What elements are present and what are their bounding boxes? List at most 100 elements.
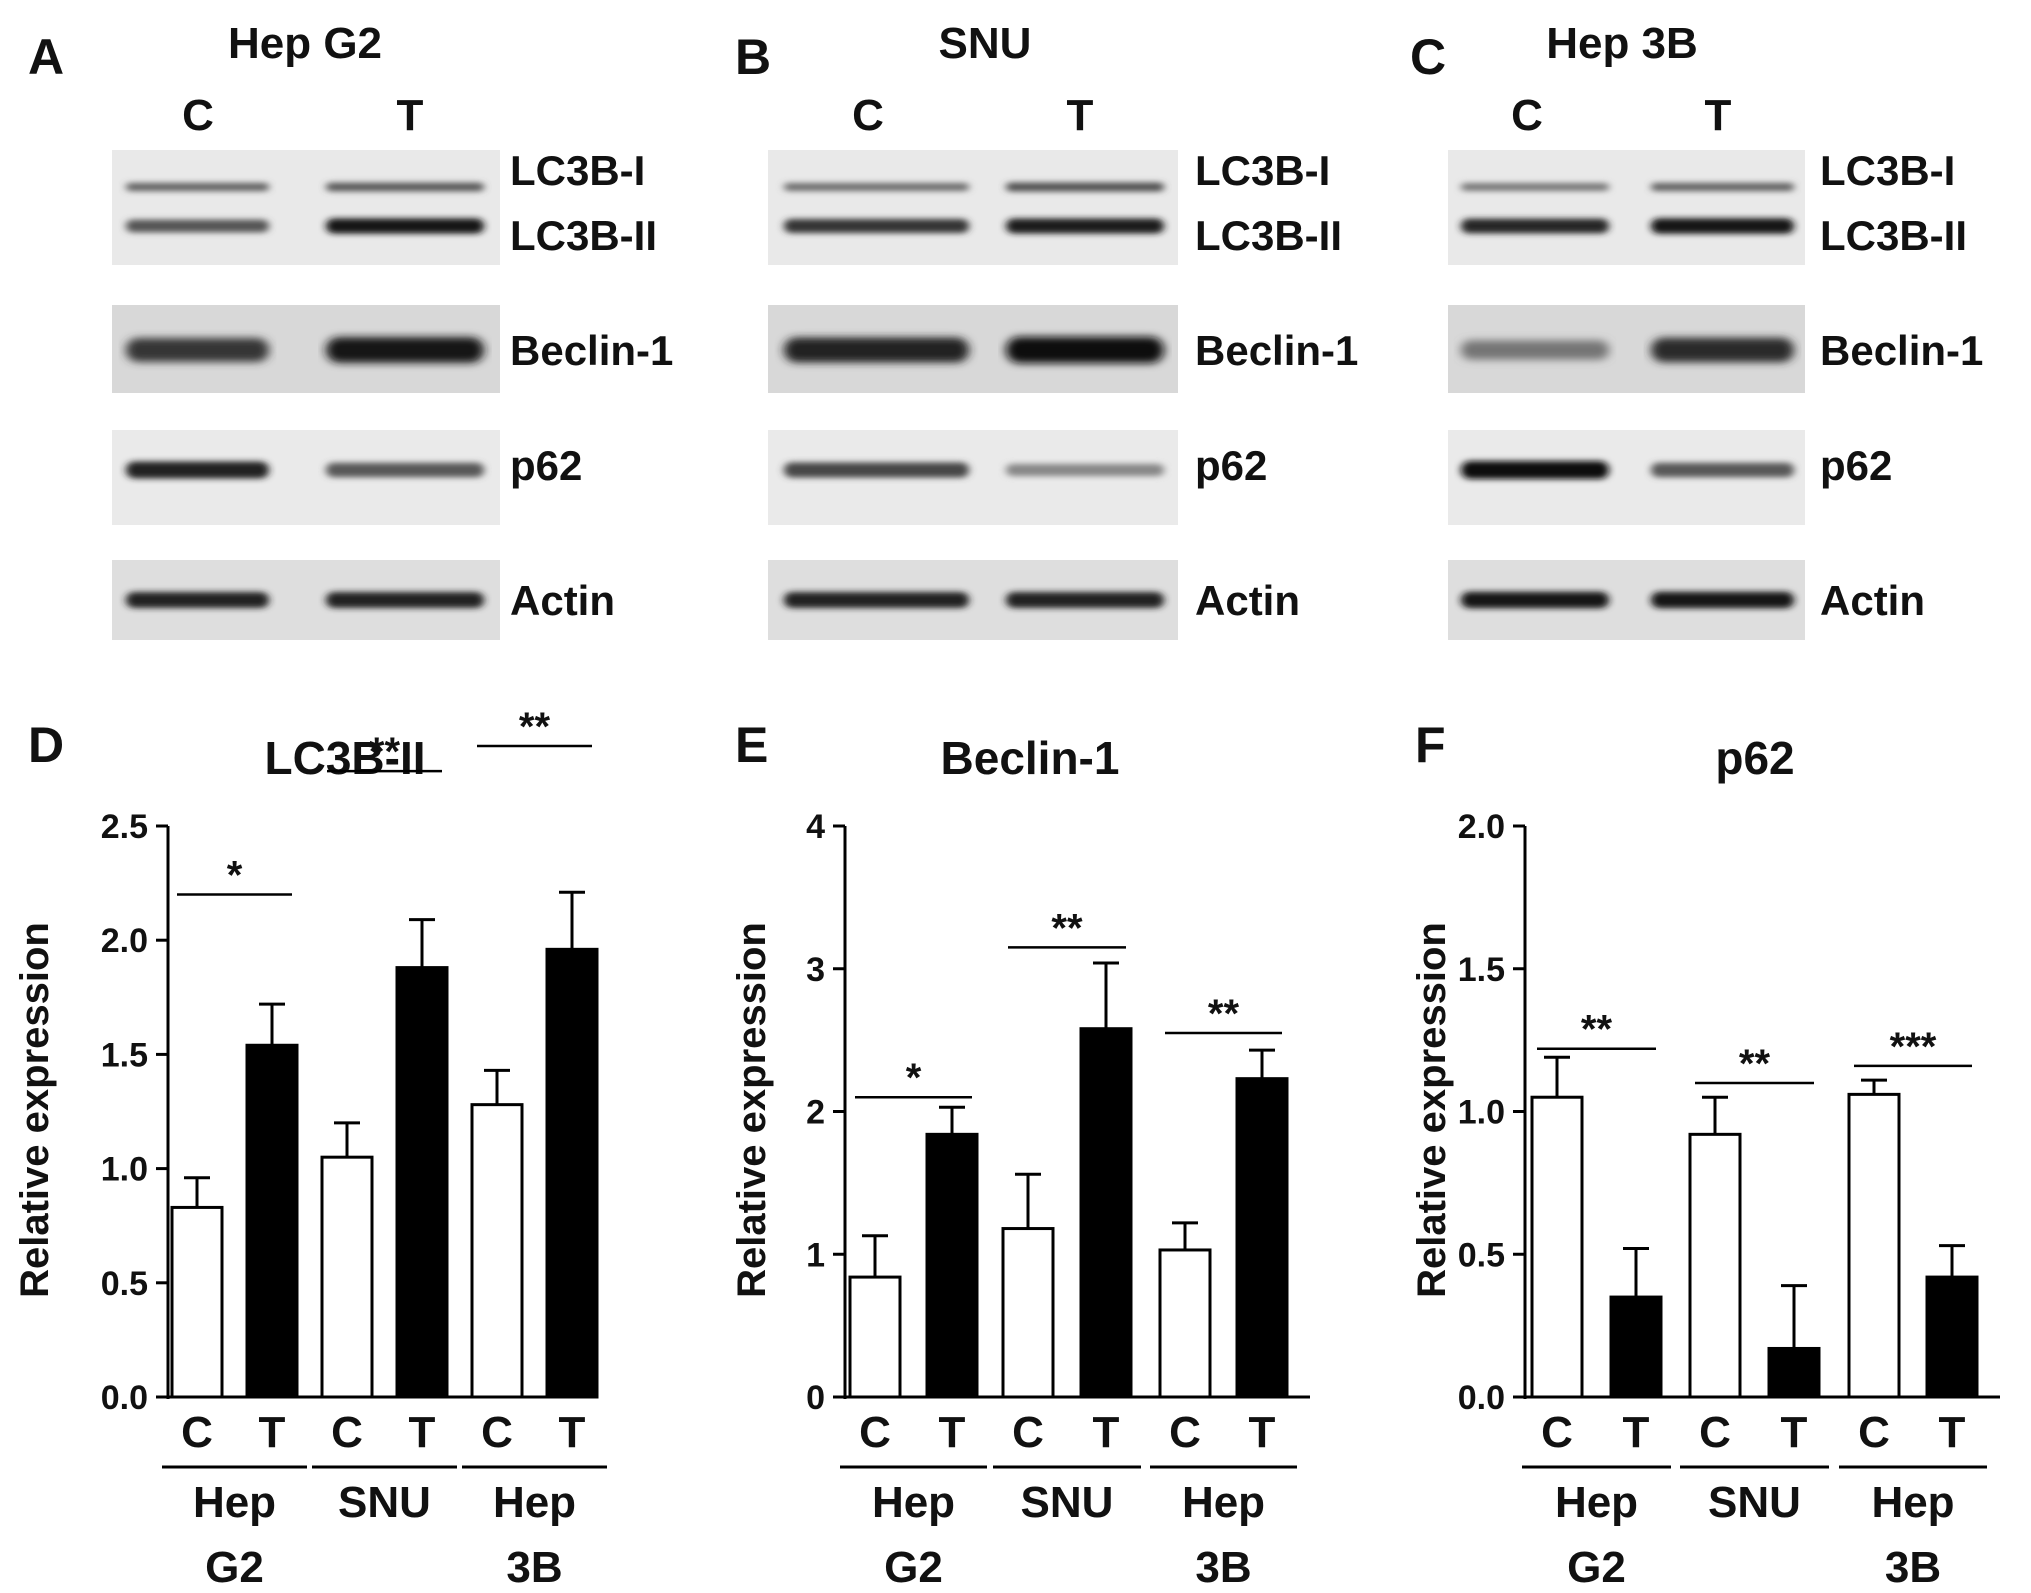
group-label: Hep bbox=[193, 1478, 276, 1527]
significance-marker: ** bbox=[1051, 906, 1083, 950]
bar-c bbox=[1530, 1095, 1584, 1399]
x-tick-label: T bbox=[1781, 1408, 1808, 1457]
panel-letter-e: E bbox=[735, 717, 768, 773]
band-lc3b-ii bbox=[126, 219, 269, 233]
band-p62 bbox=[784, 462, 969, 478]
band-lc3b-i bbox=[126, 182, 269, 192]
x-tick-label: T bbox=[1249, 1408, 1276, 1457]
bar-c bbox=[170, 1205, 224, 1399]
band-actin bbox=[326, 592, 484, 608]
y-tick-label: 2.0 bbox=[101, 922, 148, 960]
protein-label-lc3b-i: LC3B-I bbox=[1195, 147, 1330, 194]
y-tick-label: 2.5 bbox=[101, 808, 148, 846]
band-beclin-1 bbox=[1461, 340, 1609, 360]
band-lc3b-i bbox=[1006, 182, 1164, 192]
band-actin bbox=[784, 592, 969, 608]
significance-marker: ** bbox=[1208, 992, 1240, 1036]
group-label: G2 bbox=[884, 1543, 943, 1592]
bar-t bbox=[1767, 1346, 1821, 1399]
group-label: G2 bbox=[205, 1543, 264, 1592]
protein-label-lc3b-ii: LC3B-II bbox=[1195, 212, 1342, 259]
panel-letter-d: D bbox=[28, 717, 64, 773]
group-label: Hep bbox=[1871, 1478, 1954, 1527]
blot-strip bbox=[768, 150, 1178, 265]
blot-panel-c: C Hep 3B C T LC3B-I LC3B-II Beclin-1 p62… bbox=[1410, 19, 1983, 640]
band-p62 bbox=[1651, 462, 1794, 478]
band-actin bbox=[1006, 592, 1164, 608]
bar-c bbox=[848, 1275, 902, 1399]
band-lc3b-i bbox=[1461, 183, 1609, 191]
lane-label-t: T bbox=[397, 91, 424, 140]
bar-t bbox=[925, 1132, 979, 1399]
lane-label-t: T bbox=[1705, 91, 1732, 140]
y-tick-label: 2.0 bbox=[1458, 808, 1505, 846]
protein-label-actin: Actin bbox=[1195, 577, 1300, 624]
x-tick-label: T bbox=[259, 1408, 286, 1457]
protein-label-p62: p62 bbox=[1195, 442, 1267, 489]
significance-marker: ** bbox=[1739, 1042, 1771, 1086]
group-label: Hep bbox=[1555, 1478, 1638, 1527]
panel-letter-c: C bbox=[1410, 29, 1446, 85]
bar-t bbox=[1925, 1275, 1979, 1399]
protein-label-lc3b-i: LC3B-I bbox=[1820, 147, 1955, 194]
y-tick-label: 1.0 bbox=[1458, 1094, 1505, 1132]
x-tick-label: T bbox=[939, 1408, 966, 1457]
x-tick-label: C bbox=[859, 1408, 891, 1457]
band-lc3b-i bbox=[1651, 182, 1794, 192]
protein-label-actin: Actin bbox=[510, 577, 615, 624]
protein-label-beclin-1: Beclin-1 bbox=[510, 327, 673, 374]
panel-letter-a: A bbox=[28, 29, 64, 85]
group-label: 3B bbox=[1195, 1543, 1251, 1592]
band-lc3b-ii bbox=[1651, 218, 1794, 234]
significance-marker: * bbox=[906, 1056, 922, 1100]
x-tick-label: C bbox=[1541, 1408, 1573, 1457]
protein-label-p62: p62 bbox=[510, 442, 582, 489]
protein-label-beclin-1: Beclin-1 bbox=[1820, 327, 1983, 374]
x-tick-label: T bbox=[1939, 1408, 1966, 1457]
significance-marker: ** bbox=[1581, 1008, 1613, 1052]
chart-title: p62 bbox=[1715, 732, 1794, 784]
protein-label-lc3b-i: LC3B-I bbox=[510, 147, 645, 194]
bar-c bbox=[320, 1155, 374, 1399]
band-p62 bbox=[1461, 461, 1609, 479]
x-tick-label: T bbox=[559, 1408, 586, 1457]
band-p62 bbox=[1006, 463, 1164, 477]
y-tick-label: 2 bbox=[806, 1094, 825, 1132]
x-tick-label: C bbox=[1169, 1408, 1201, 1457]
band-actin bbox=[126, 592, 269, 608]
x-tick-label: C bbox=[331, 1408, 363, 1457]
significance-marker: * bbox=[227, 854, 243, 898]
x-tick-label: C bbox=[1012, 1408, 1044, 1457]
bar-t bbox=[1079, 1027, 1133, 1399]
band-beclin-1 bbox=[784, 337, 969, 363]
protein-label-actin: Actin bbox=[1820, 577, 1925, 624]
y-tick-label: 0.5 bbox=[101, 1265, 148, 1303]
band-lc3b-ii bbox=[784, 218, 969, 234]
band-lc3b-ii bbox=[1006, 218, 1164, 234]
protein-label-lc3b-ii: LC3B-II bbox=[510, 212, 657, 259]
band-lc3b-ii bbox=[326, 218, 484, 234]
group-label: 3B bbox=[1885, 1543, 1941, 1592]
lane-label-c: C bbox=[852, 91, 884, 140]
band-lc3b-i bbox=[784, 182, 969, 192]
panel-letter-f: F bbox=[1415, 717, 1446, 773]
band-actin bbox=[1461, 591, 1609, 609]
group-label: Hep bbox=[872, 1478, 955, 1527]
lane-label-c: C bbox=[182, 91, 214, 140]
y-tick-label: 0.0 bbox=[101, 1379, 148, 1417]
significance-marker: *** bbox=[1890, 1025, 1937, 1069]
protein-label-beclin-1: Beclin-1 bbox=[1195, 327, 1358, 374]
group-label: 3B bbox=[506, 1543, 562, 1592]
band-p62 bbox=[126, 461, 269, 479]
blot-strip bbox=[1448, 150, 1805, 265]
blot-title: SNU bbox=[939, 19, 1032, 68]
panel-letter-b: B bbox=[735, 29, 771, 85]
bar-t bbox=[545, 947, 599, 1399]
chart-title: Beclin-1 bbox=[941, 732, 1120, 784]
group-label: SNU bbox=[1021, 1478, 1114, 1527]
x-tick-label: C bbox=[481, 1408, 513, 1457]
lane-label-t: T bbox=[1067, 91, 1094, 140]
bar-t bbox=[395, 966, 449, 1399]
